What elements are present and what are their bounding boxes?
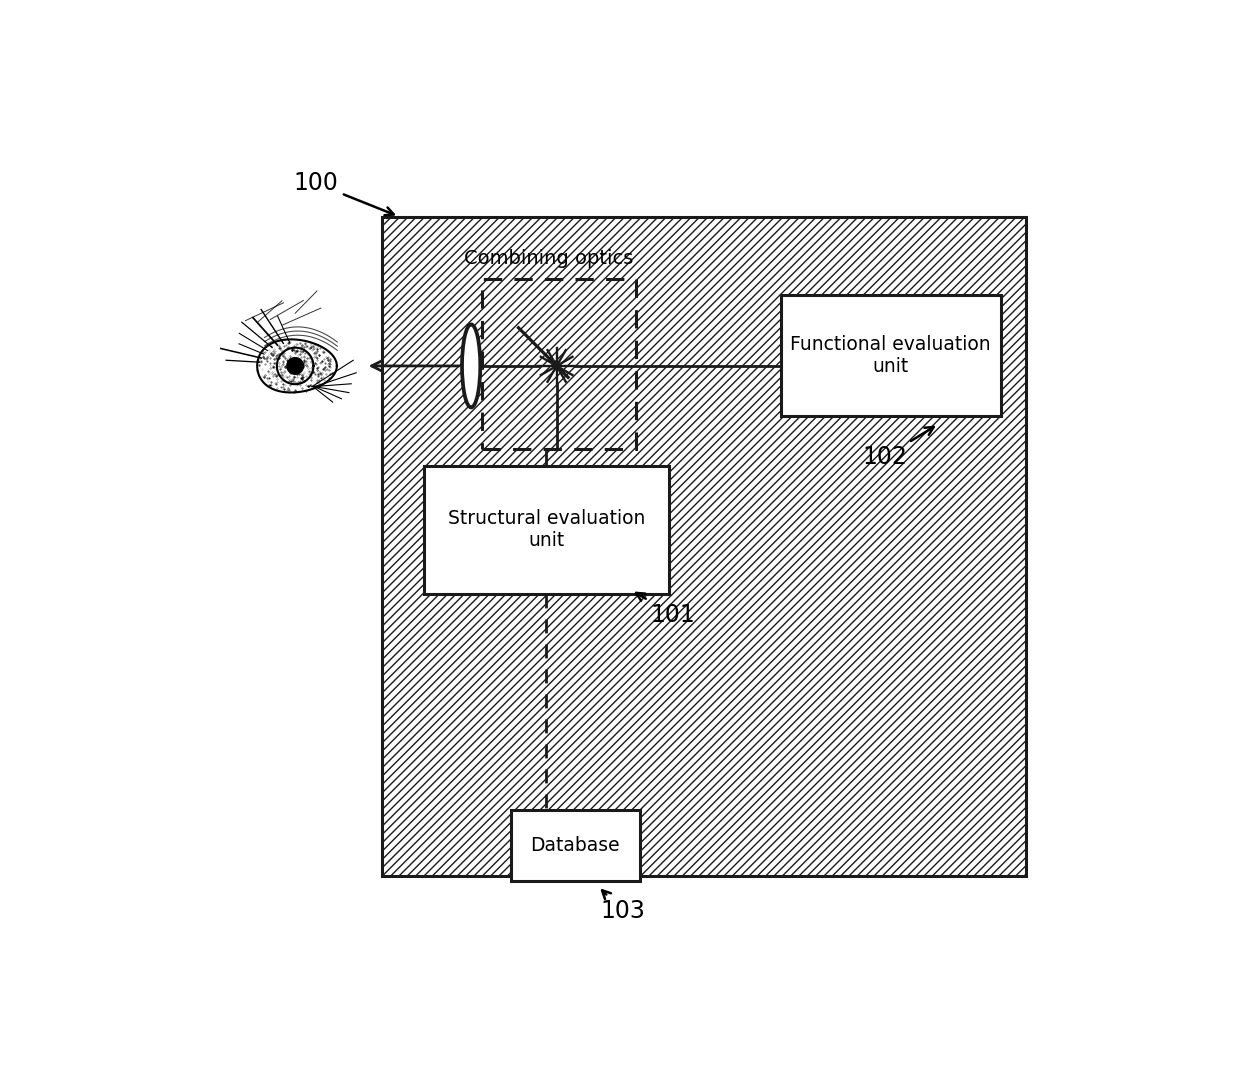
Bar — [382, 217, 1025, 876]
Text: 101: 101 — [636, 593, 696, 627]
Bar — [781, 295, 1001, 416]
Polygon shape — [286, 358, 304, 374]
Bar — [424, 466, 668, 594]
Ellipse shape — [463, 324, 480, 407]
Text: Database: Database — [531, 835, 620, 855]
Text: Structural evaluation
unit: Structural evaluation unit — [448, 510, 645, 551]
Text: 100: 100 — [294, 171, 394, 216]
Bar — [382, 217, 1025, 876]
Text: 103: 103 — [600, 890, 646, 923]
Bar — [482, 279, 635, 448]
Bar — [511, 810, 640, 881]
Text: 102: 102 — [862, 427, 934, 469]
Text: Functional evaluation
unit: Functional evaluation unit — [790, 335, 991, 376]
Text: Combining optics: Combining optics — [464, 249, 634, 267]
